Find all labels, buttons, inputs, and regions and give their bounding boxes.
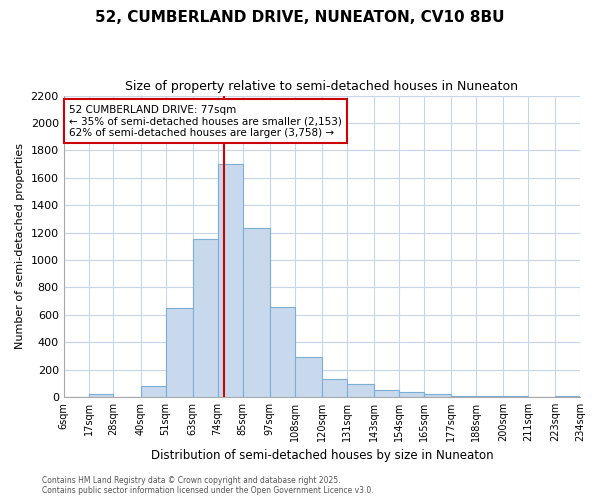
Bar: [218, 164, 242, 397]
Title: Size of property relative to semi-detached houses in Nuneaton: Size of property relative to semi-detach…: [125, 80, 518, 93]
Bar: [424, 394, 451, 397]
Text: Contains HM Land Registry data © Crown copyright and database right 2025.
Contai: Contains HM Land Registry data © Crown c…: [42, 476, 374, 495]
Bar: [166, 308, 193, 397]
Bar: [295, 356, 322, 397]
Bar: [476, 396, 503, 397]
Bar: [399, 392, 424, 397]
Bar: [270, 306, 295, 397]
Bar: [555, 396, 580, 397]
Bar: [374, 390, 399, 397]
Bar: [193, 240, 218, 397]
Bar: [242, 228, 270, 397]
Text: 52 CUMBERLAND DRIVE: 77sqm
← 35% of semi-detached houses are smaller (2,153)
62%: 52 CUMBERLAND DRIVE: 77sqm ← 35% of semi…: [69, 104, 342, 138]
Bar: [503, 396, 528, 397]
Bar: [89, 394, 113, 397]
Y-axis label: Number of semi-detached properties: Number of semi-detached properties: [15, 143, 25, 349]
X-axis label: Distribution of semi-detached houses by size in Nuneaton: Distribution of semi-detached houses by …: [151, 450, 493, 462]
Bar: [322, 379, 347, 397]
Bar: [140, 386, 166, 397]
Bar: [347, 384, 374, 397]
Text: 52, CUMBERLAND DRIVE, NUNEATON, CV10 8BU: 52, CUMBERLAND DRIVE, NUNEATON, CV10 8BU: [95, 10, 505, 25]
Bar: [451, 396, 476, 397]
